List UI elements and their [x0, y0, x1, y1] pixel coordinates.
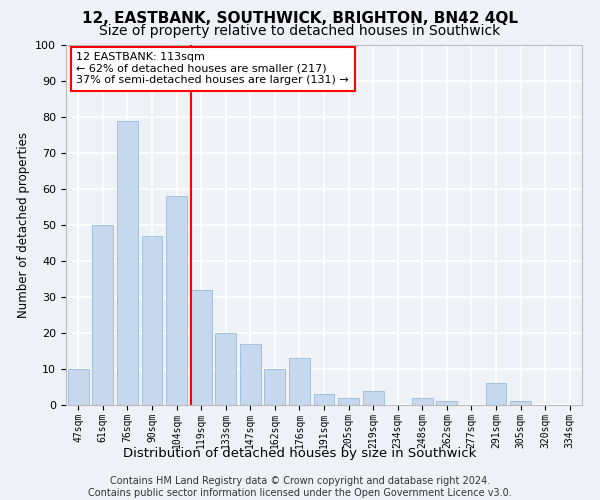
Bar — [117, 120, 138, 405]
Bar — [314, 394, 334, 405]
Bar — [412, 398, 433, 405]
Bar — [191, 290, 212, 405]
Bar — [68, 369, 89, 405]
Text: 12, EASTBANK, SOUTHWICK, BRIGHTON, BN42 4QL: 12, EASTBANK, SOUTHWICK, BRIGHTON, BN42 … — [82, 11, 518, 26]
Y-axis label: Number of detached properties: Number of detached properties — [17, 132, 30, 318]
Bar — [92, 225, 113, 405]
Bar — [510, 402, 531, 405]
Bar — [485, 384, 506, 405]
Bar — [265, 369, 286, 405]
Bar — [436, 402, 457, 405]
Text: Distribution of detached houses by size in Southwick: Distribution of detached houses by size … — [124, 448, 476, 460]
Bar — [142, 236, 163, 405]
Text: Size of property relative to detached houses in Southwick: Size of property relative to detached ho… — [100, 24, 500, 38]
Bar — [362, 390, 383, 405]
Bar — [240, 344, 261, 405]
Text: 12 EASTBANK: 113sqm
← 62% of detached houses are smaller (217)
37% of semi-detac: 12 EASTBANK: 113sqm ← 62% of detached ho… — [76, 52, 349, 86]
Bar — [289, 358, 310, 405]
Bar — [215, 333, 236, 405]
Text: Contains HM Land Registry data © Crown copyright and database right 2024.
Contai: Contains HM Land Registry data © Crown c… — [88, 476, 512, 498]
Bar — [338, 398, 359, 405]
Bar — [166, 196, 187, 405]
